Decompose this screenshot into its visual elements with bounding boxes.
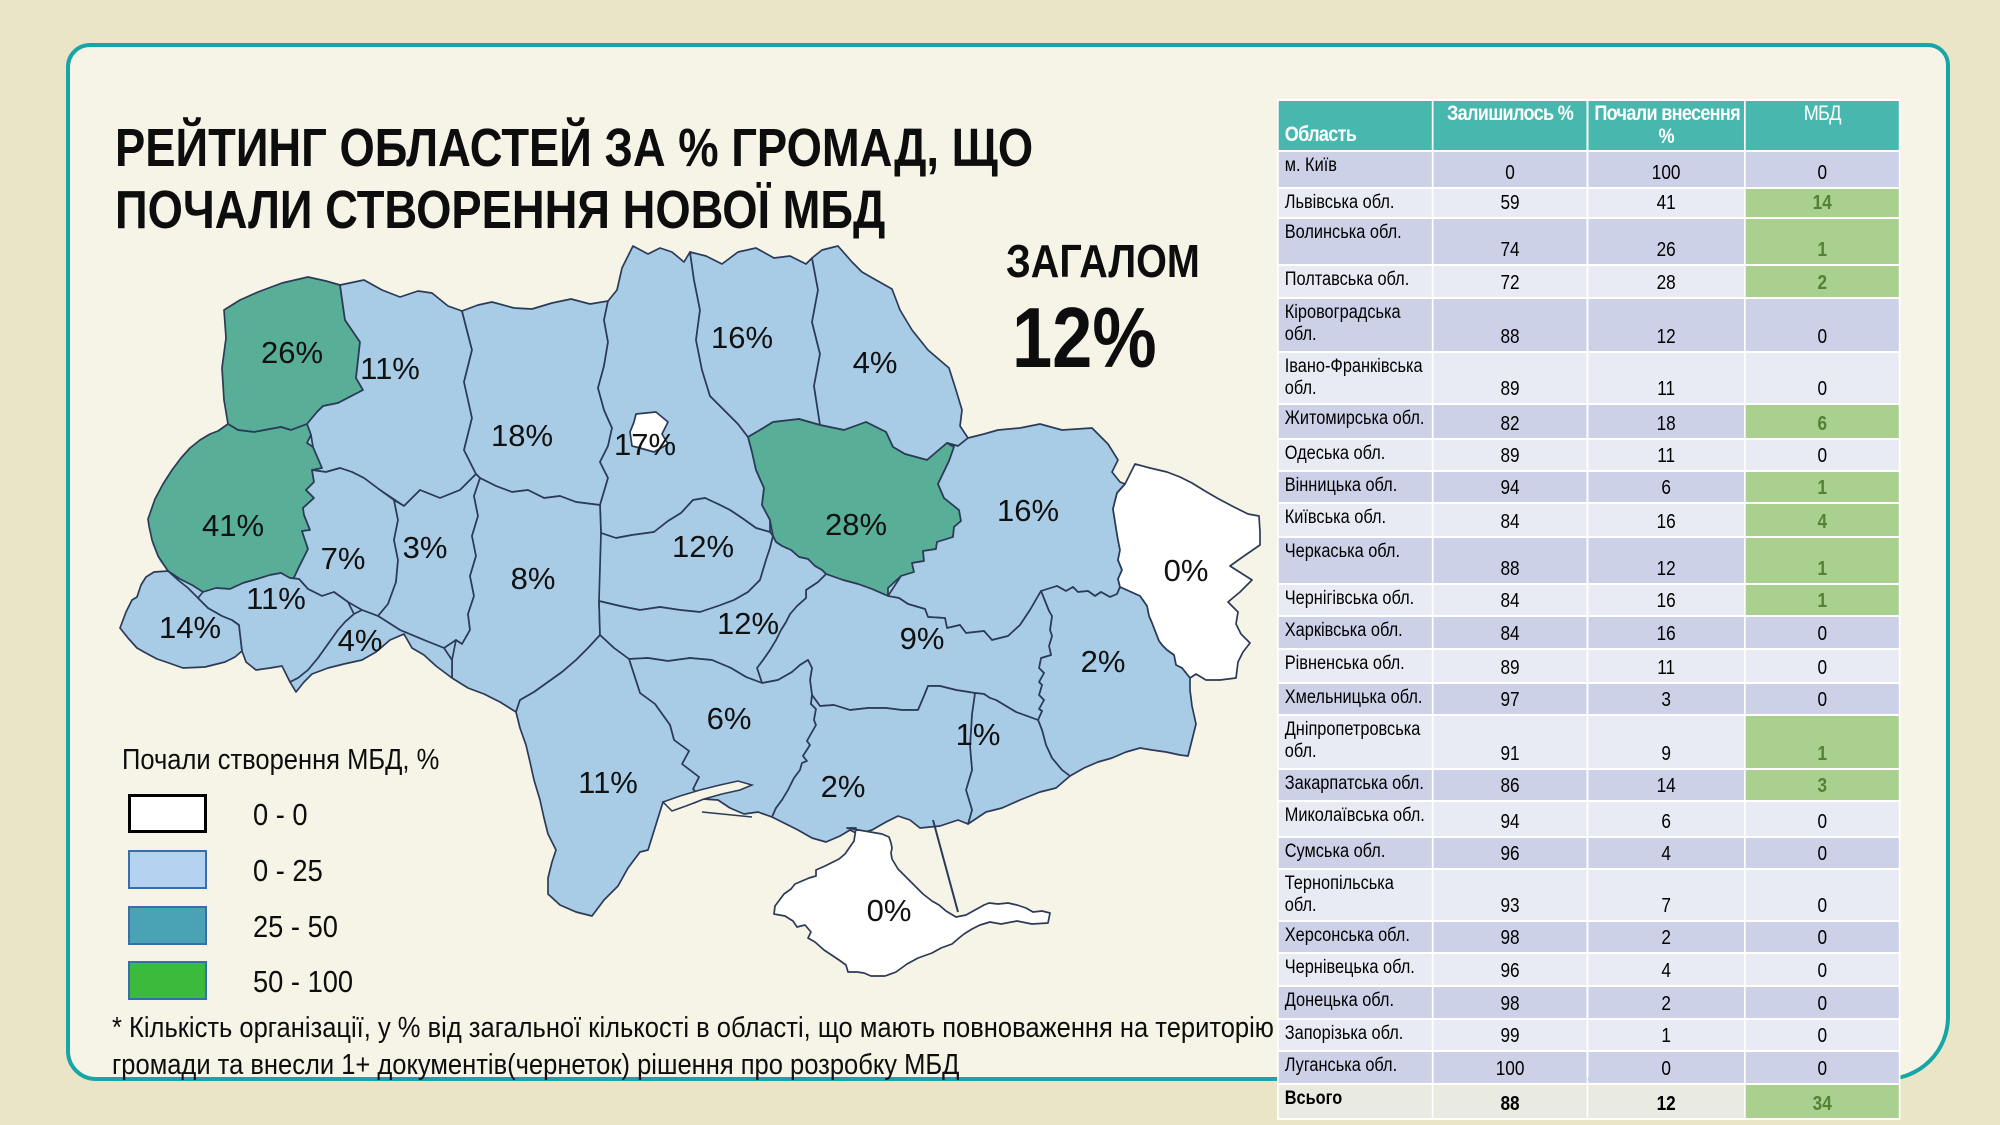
svg-text:26%: 26%	[261, 335, 323, 370]
svg-text:16%: 16%	[997, 493, 1059, 528]
svg-text:2%: 2%	[1081, 644, 1126, 679]
svg-text:12%: 12%	[672, 529, 734, 564]
svg-text:3%: 3%	[403, 530, 448, 565]
svg-text:0%: 0%	[867, 893, 912, 928]
svg-text:11%: 11%	[360, 351, 420, 386]
svg-text:14%: 14%	[159, 610, 221, 645]
svg-text:4%: 4%	[853, 345, 898, 380]
svg-text:6%: 6%	[707, 701, 752, 736]
svg-text:8%: 8%	[511, 561, 556, 596]
svg-text:4%: 4%	[338, 623, 383, 658]
svg-text:7%: 7%	[321, 541, 366, 576]
svg-text:9%: 9%	[900, 621, 945, 656]
svg-text:2%: 2%	[821, 769, 866, 804]
svg-text:12%: 12%	[717, 606, 779, 641]
svg-text:1%: 1%	[956, 717, 1001, 752]
svg-text:28%: 28%	[825, 507, 887, 542]
svg-text:11%: 11%	[246, 581, 306, 616]
svg-text:41%: 41%	[202, 508, 264, 543]
svg-text:18%: 18%	[491, 418, 553, 453]
svg-text:16%: 16%	[711, 320, 773, 355]
svg-text:11%: 11%	[578, 765, 638, 800]
svg-text:0%: 0%	[1164, 553, 1209, 588]
svg-text:17%: 17%	[614, 427, 676, 462]
